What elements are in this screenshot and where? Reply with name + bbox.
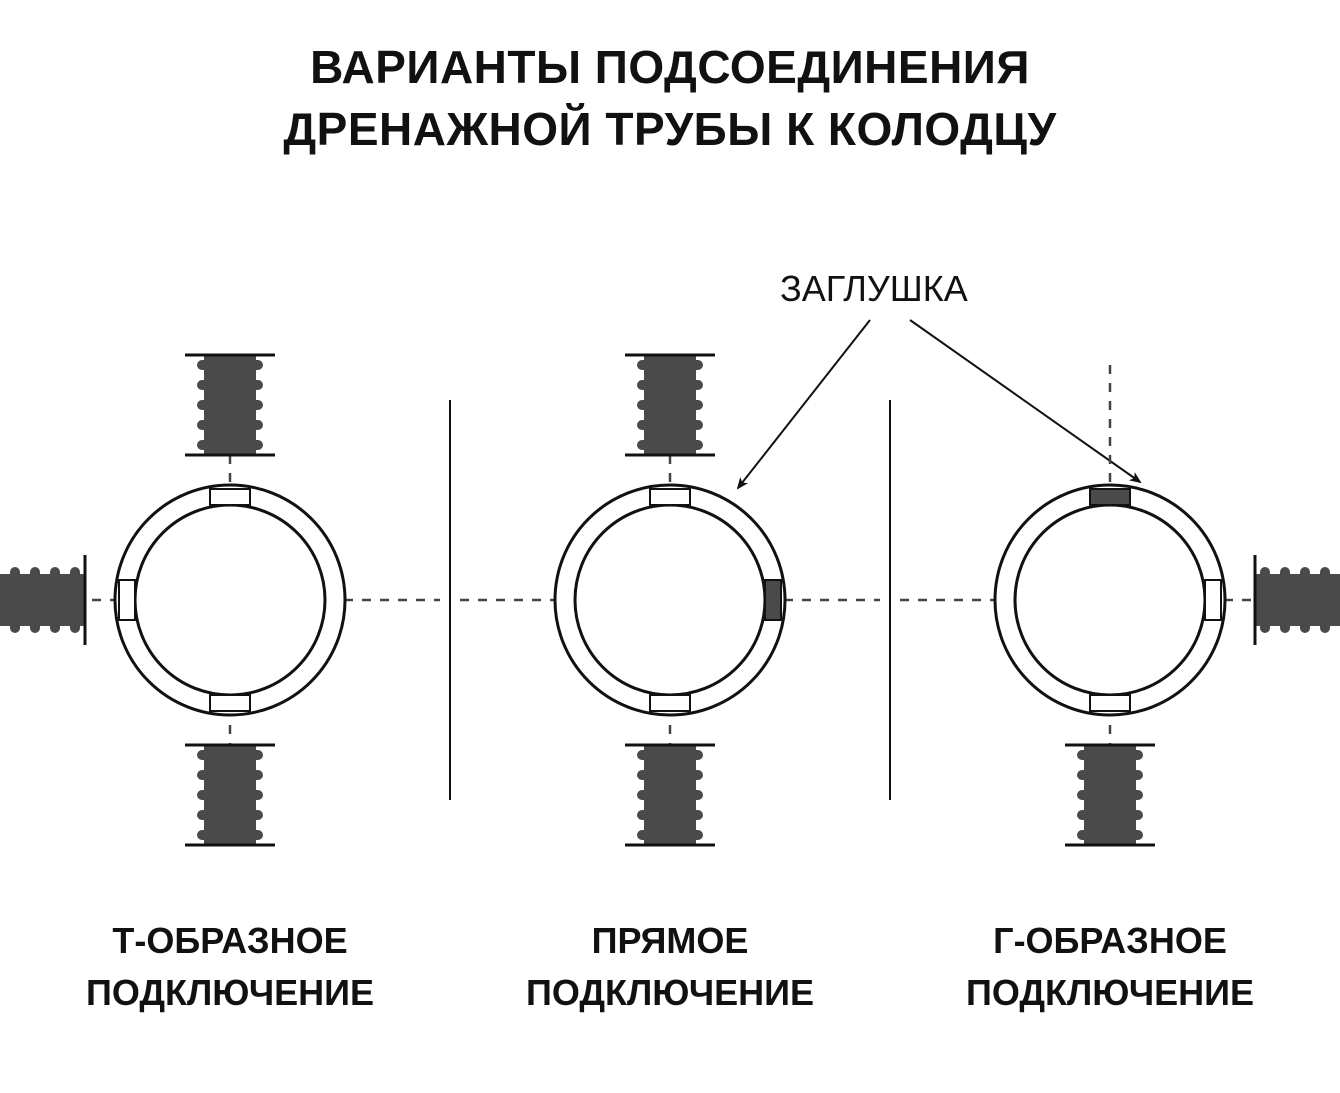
panel-straight bbox=[460, 355, 880, 845]
panel-l-shape bbox=[900, 365, 1340, 845]
panel-t-shape bbox=[0, 355, 440, 845]
diagram-svg bbox=[0, 0, 1340, 1093]
